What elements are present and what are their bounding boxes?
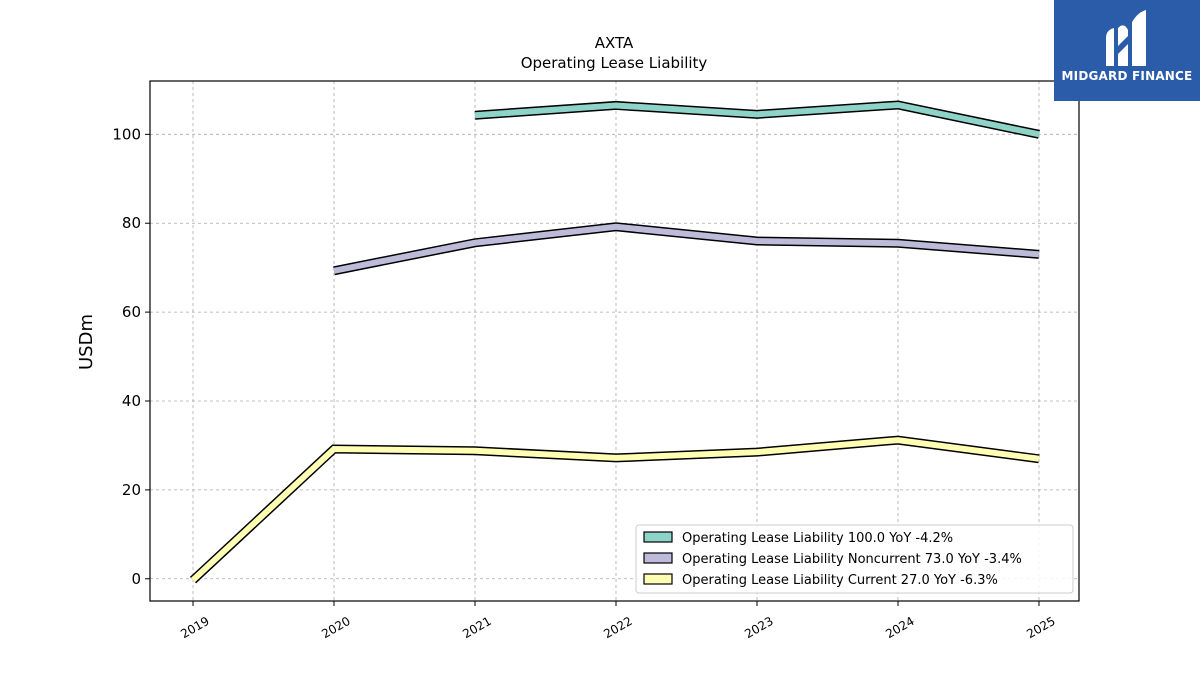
- data-point: [474, 242, 476, 244]
- data-point: [615, 457, 617, 459]
- data-point: [615, 104, 617, 106]
- data-point: [615, 226, 617, 228]
- legend-box: [635, 524, 1074, 594]
- data-point: [1038, 458, 1040, 460]
- y-tick-label: 100: [112, 125, 141, 143]
- data-point: [474, 450, 476, 452]
- x-tick-label: 2020: [319, 614, 352, 641]
- legend-entry: Operating Lease Liability Noncurrent 73.…: [682, 552, 1022, 567]
- chart-title: AXTA: [595, 34, 634, 52]
- legend-swatch: [643, 531, 673, 543]
- x-tick-label: 2023: [742, 614, 775, 641]
- legend: Operating Lease Liability 100.0 YoY -4.2…: [635, 524, 1074, 594]
- series-line: [333, 223, 1040, 274]
- plot-frame: [149, 80, 1080, 602]
- brand-name: MIDGARD FINANCE: [1061, 69, 1193, 83]
- legend-entry: Operating Lease Liability 100.0 YoY -4.2…: [682, 531, 953, 546]
- data-point: [1038, 253, 1040, 255]
- y-tick-label: 40: [122, 392, 141, 410]
- data-point: [756, 451, 758, 453]
- y-tick-label: 80: [122, 214, 141, 232]
- legend-entry: Operating Lease Liability Current 27.0 Y…: [682, 573, 998, 588]
- data-point: [1038, 133, 1040, 135]
- x-tick-label: 2022: [601, 614, 634, 641]
- legend-swatch: [643, 552, 673, 564]
- legend-swatch: [643, 573, 673, 585]
- data-point: [756, 240, 758, 242]
- y-tick-label: 20: [122, 481, 141, 499]
- x-tick-label: 2024: [883, 614, 916, 641]
- series-lines: [189, 100, 1040, 584]
- x-tick-label: 2021: [460, 614, 493, 641]
- data-point: [897, 439, 899, 441]
- data-point: [897, 242, 899, 244]
- y-tick-label: 60: [122, 303, 141, 321]
- grid-lines: [150, 81, 1079, 601]
- data-point: [192, 579, 194, 581]
- x-tick-label: 2019: [178, 614, 211, 641]
- x-tick-label: 2025: [1024, 614, 1057, 641]
- data-point: [756, 113, 758, 115]
- y-tick-label: 0: [131, 570, 141, 588]
- midgard-finance-logo-icon: [1106, 10, 1146, 66]
- data-point: [333, 448, 335, 450]
- brand-logo: MIDGARD FINANCE: [1054, 0, 1200, 101]
- data-point: [897, 104, 899, 106]
- data-point: [474, 114, 476, 116]
- data-point: [333, 270, 335, 272]
- chart-subtitle: Operating Lease Liability: [521, 54, 708, 72]
- y-axis-label: USDm: [76, 314, 97, 370]
